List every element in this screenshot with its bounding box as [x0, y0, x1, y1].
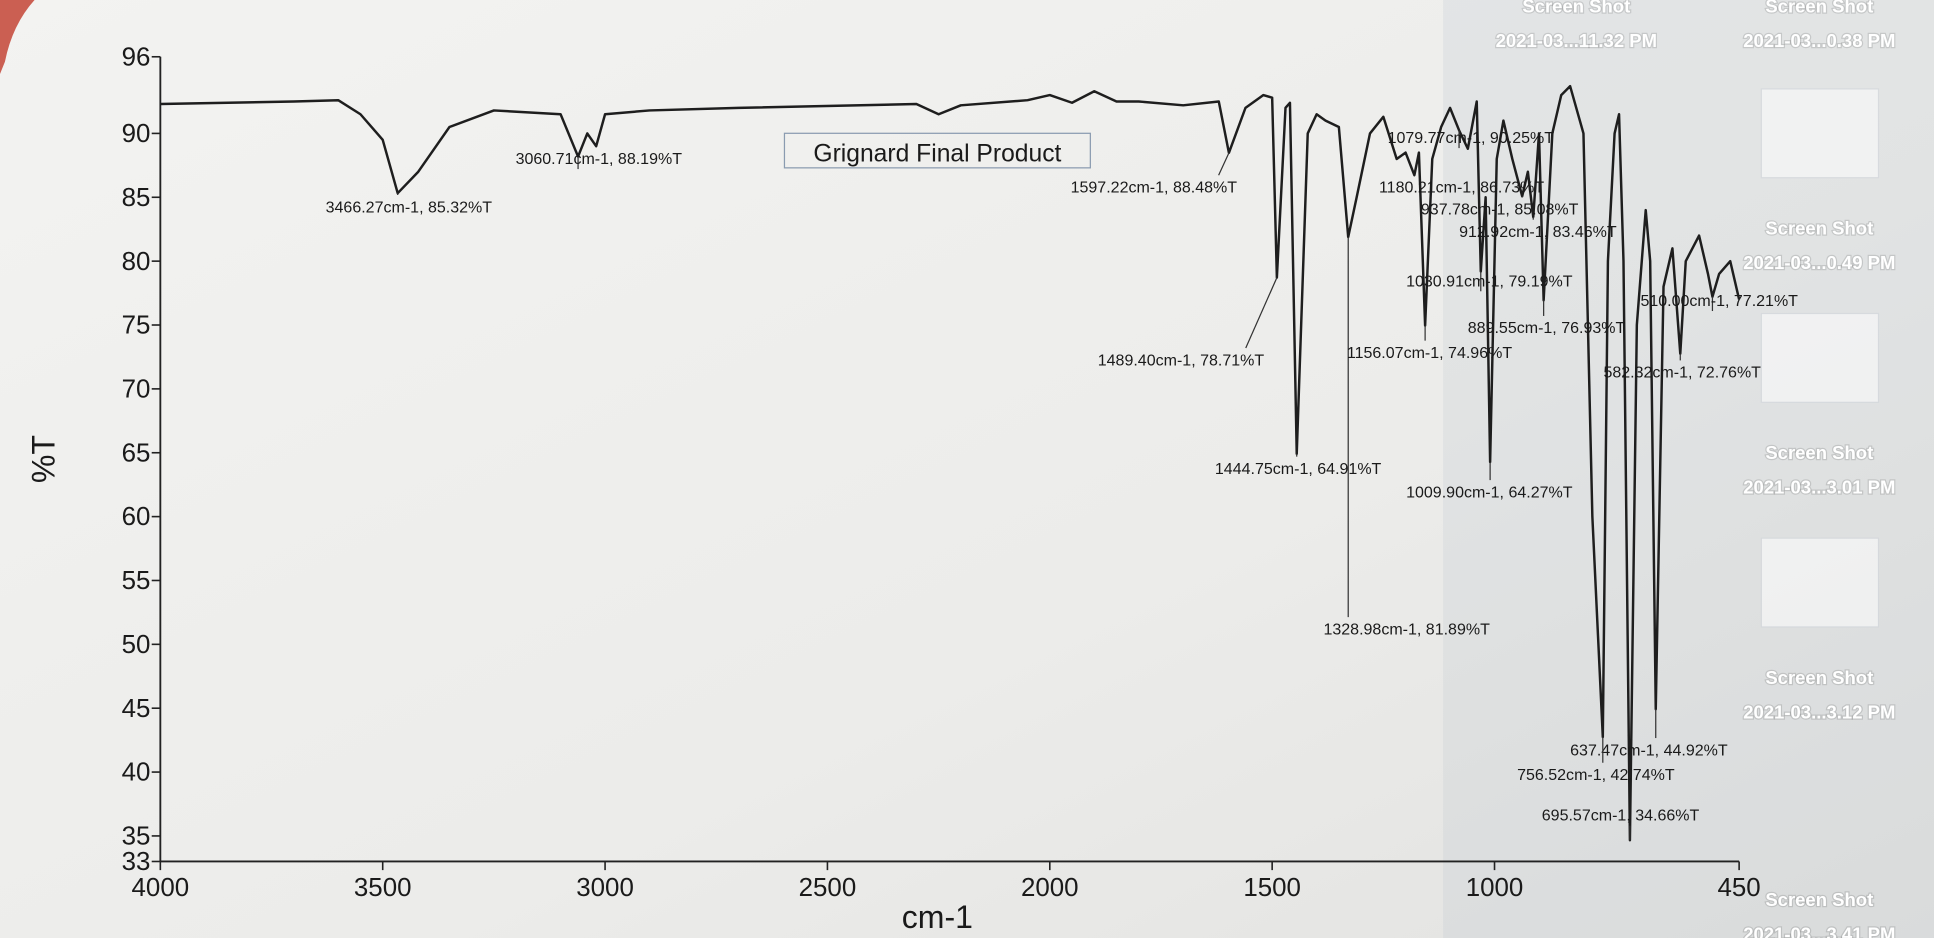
y-tick-label: 45 [122, 695, 151, 723]
annotation-leader [1245, 277, 1278, 349]
annotation-label: 1444.75cm-1, 64.91%T [1215, 460, 1382, 478]
y-tick-label: 55 [122, 567, 151, 595]
icon-name[interactable]: Screen Shot [1764, 888, 1874, 911]
x-tick-label: 450 [1718, 874, 1761, 902]
x-tick-label: 4000 [132, 874, 190, 902]
x-tick-label: 1000 [1466, 874, 1524, 902]
y-tick-label: 65 [122, 439, 151, 467]
icon-thumbnail[interactable] [1760, 88, 1880, 179]
annotation-label: 937.78cm-1, 85.08%T [1421, 201, 1579, 219]
x-tick-label: 2500 [799, 874, 857, 902]
y-tick-label: 35 [122, 823, 151, 851]
annotation-label: 912.92cm-1, 83.46%T [1459, 223, 1617, 241]
annotation-label: 637.47cm-1, 44.92%T [1570, 741, 1728, 759]
annotation-label: 1489.40cm-1, 78.71%T [1098, 351, 1265, 369]
y-tick-label: 40 [122, 759, 151, 787]
icon-date[interactable]: 2021-03...3.12 PM [1742, 700, 1897, 723]
x-tick-label: 3500 [354, 874, 412, 902]
y-axis-label: %T [25, 435, 61, 483]
y-tick-label: 85 [122, 184, 151, 212]
annotation-label: 582.32cm-1, 72.76%T [1603, 364, 1761, 382]
annotation-label: 1156.07cm-1, 74.96%T [1347, 344, 1512, 362]
x-tick-label: 1500 [1243, 874, 1301, 902]
y-tick-label: 90 [122, 120, 151, 148]
annotation-label: 1328.98cm-1, 81.89%T [1323, 620, 1490, 638]
y-tick-label: 80 [122, 248, 151, 276]
x-axis-label: cm-1 [902, 899, 973, 935]
title-box [783, 132, 1091, 169]
annotation-label: 1030.91cm-1, 79.19%T [1406, 272, 1573, 290]
annotation-label: 3466.27cm-1, 85.32%T [326, 198, 493, 216]
annotation-label: 1009.90cm-1, 64.27%T [1406, 483, 1573, 501]
icon-date[interactable]: 2021-03...0.38 PM [1742, 29, 1897, 52]
annotation-label: 756.52cm-1, 42.74%T [1517, 766, 1675, 784]
y-tick-label: 96 [122, 43, 151, 71]
annotation-label: 889.55cm-1, 76.93%T [1468, 319, 1626, 337]
y-tick-label: 70 [122, 376, 151, 404]
spectrum-line [160, 84, 1741, 842]
annotation-label: 1180.21cm-1, 86.73%T [1379, 179, 1544, 197]
annotation-label: 695.57cm-1, 34.66%T [1542, 807, 1700, 825]
y-tick-label: 50 [122, 631, 151, 659]
icon-thumbnail[interactable] [1760, 312, 1880, 403]
icon-date[interactable]: 2021-03...3.41 PM [1742, 922, 1897, 938]
icon-name[interactable]: Screen Shot [1764, 0, 1874, 18]
annotation-label: 1079.77cm-1, 90.25%T [1388, 129, 1555, 147]
icon-date[interactable]: 2021-03...11.32 PM [1494, 29, 1658, 52]
x-tick-label: 2000 [1021, 874, 1079, 902]
icon-name[interactable]: Screen Shot [1764, 216, 1874, 239]
icon-date[interactable]: 2021-03...0.49 PM [1742, 251, 1897, 274]
photo-corner [0, 0, 35, 75]
annotation-label: 1597.22cm-1, 88.48%T [1071, 179, 1238, 197]
y-tick-label: 60 [122, 503, 151, 531]
icon-name[interactable]: Screen Shot [1764, 441, 1874, 464]
icon-thumbnail[interactable] [1760, 537, 1880, 628]
annotation-leader [1218, 152, 1230, 176]
icon-name[interactable]: Screen Shot [1764, 666, 1874, 689]
desktop-icons: Screen Shot 2021-03...11.32 PM Screen Shot… [1494, 0, 1897, 938]
y-tick-label: 75 [122, 312, 151, 340]
annotation-label: 3060.71cm-1, 88.19%T [516, 150, 683, 168]
icon-name[interactable]: Screen Shot [1521, 0, 1631, 18]
icon-date[interactable]: 2021-03...3.01 PM [1742, 475, 1897, 498]
chart-title: Grignard Final Product [813, 141, 1061, 168]
annotation-label: 510.00cm-1, 77.21%T [1640, 292, 1798, 310]
x-tick-label: 3000 [576, 874, 634, 902]
y-tick-label: 33 [122, 848, 151, 876]
